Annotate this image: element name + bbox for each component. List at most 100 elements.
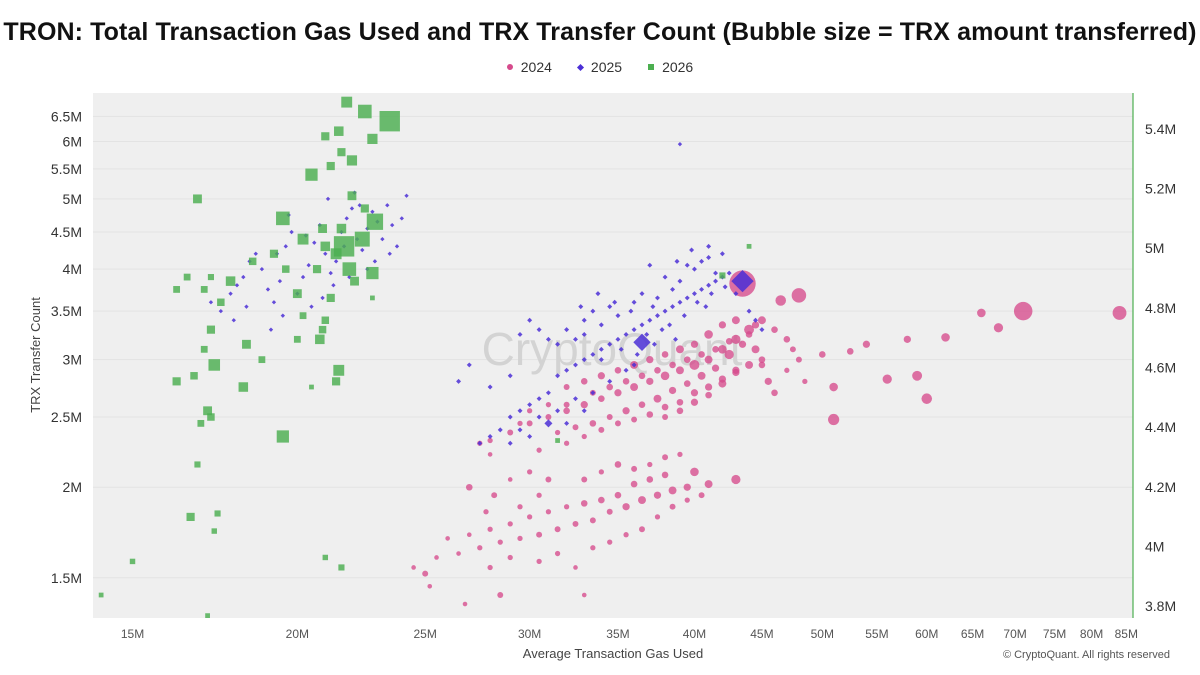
- data-point[interactable]: [746, 243, 752, 249]
- data-point[interactable]: [598, 346, 604, 352]
- data-point[interactable]: [912, 370, 923, 381]
- data-point[interactable]: [681, 313, 687, 319]
- data-point[interactable]: [507, 521, 513, 527]
- data-point[interactable]: [647, 317, 653, 323]
- data-point[interactable]: [751, 345, 760, 354]
- data-point[interactable]: [846, 348, 854, 355]
- data-point[interactable]: [581, 592, 587, 598]
- data-point[interactable]: [526, 420, 533, 427]
- data-point[interactable]: [305, 168, 318, 181]
- data-point[interactable]: [746, 308, 752, 314]
- data-point[interactable]: [684, 295, 690, 301]
- data-point[interactable]: [225, 276, 236, 286]
- data-point[interactable]: [289, 229, 294, 235]
- data-point[interactable]: [598, 322, 604, 328]
- data-point[interactable]: [712, 346, 719, 353]
- data-point[interactable]: [259, 266, 265, 272]
- data-point[interactable]: [526, 469, 533, 475]
- data-point[interactable]: [795, 356, 802, 363]
- data-point[interactable]: [370, 209, 375, 214]
- data-point[interactable]: [660, 371, 670, 381]
- data-point[interactable]: [606, 414, 613, 420]
- data-point[interactable]: [228, 291, 233, 296]
- data-point[interactable]: [699, 258, 705, 264]
- data-point[interactable]: [667, 322, 673, 328]
- data-point[interactable]: [536, 396, 542, 402]
- data-point[interactable]: [654, 367, 661, 374]
- data-point[interactable]: [630, 480, 638, 488]
- data-point[interactable]: [526, 408, 533, 414]
- data-point[interactable]: [312, 240, 317, 245]
- data-point[interactable]: [758, 361, 766, 369]
- data-point[interactable]: [456, 551, 461, 556]
- data-point[interactable]: [662, 414, 669, 420]
- data-point[interactable]: [208, 359, 221, 371]
- data-point[interactable]: [332, 377, 341, 386]
- data-point[interactable]: [207, 413, 215, 421]
- data-point[interactable]: [630, 383, 639, 391]
- data-point[interactable]: [598, 395, 605, 402]
- data-point[interactable]: [638, 496, 646, 505]
- legend-item-2026[interactable]: 2026: [648, 59, 693, 75]
- data-point[interactable]: [563, 401, 570, 408]
- data-point[interactable]: [719, 272, 726, 279]
- data-point[interactable]: [622, 378, 630, 385]
- data-point[interactable]: [555, 438, 560, 443]
- data-point[interactable]: [445, 536, 450, 541]
- data-point[interactable]: [268, 327, 274, 332]
- data-point[interactable]: [708, 291, 714, 297]
- data-point[interactable]: [703, 304, 709, 310]
- data-point[interactable]: [614, 491, 622, 499]
- data-point[interactable]: [580, 500, 588, 507]
- data-point[interactable]: [622, 407, 630, 415]
- data-point[interactable]: [704, 355, 713, 364]
- data-point[interactable]: [661, 471, 669, 479]
- legend-item-2025[interactable]: 2025: [576, 59, 622, 75]
- data-point[interactable]: [333, 259, 339, 264]
- data-point[interactable]: [690, 340, 699, 348]
- data-point[interactable]: [527, 317, 533, 323]
- data-point[interactable]: [330, 248, 342, 260]
- data-point[interactable]: [315, 334, 325, 345]
- data-point[interactable]: [350, 276, 359, 286]
- data-point[interactable]: [706, 282, 712, 288]
- data-point[interactable]: [338, 564, 345, 571]
- data-point[interactable]: [337, 148, 346, 157]
- data-point[interactable]: [713, 270, 719, 276]
- data-point[interactable]: [507, 414, 513, 420]
- data-point[interactable]: [607, 378, 613, 384]
- data-point[interactable]: [507, 373, 513, 379]
- data-point[interactable]: [507, 477, 513, 482]
- data-point[interactable]: [372, 259, 378, 264]
- data-point[interactable]: [628, 308, 634, 314]
- data-point[interactable]: [704, 480, 713, 489]
- data-point[interactable]: [718, 321, 727, 329]
- data-point[interactable]: [677, 299, 683, 305]
- data-point[interactable]: [689, 247, 695, 253]
- data-point[interactable]: [718, 375, 727, 383]
- data-point[interactable]: [536, 447, 542, 453]
- data-point[interactable]: [379, 111, 400, 132]
- data-point[interactable]: [536, 531, 543, 538]
- data-point[interactable]: [326, 161, 335, 171]
- data-point[interactable]: [731, 269, 754, 293]
- data-point[interactable]: [758, 356, 766, 363]
- data-point[interactable]: [581, 331, 587, 337]
- data-point[interactable]: [387, 251, 392, 256]
- data-point[interactable]: [217, 298, 225, 307]
- data-point[interactable]: [631, 362, 637, 368]
- data-point[interactable]: [580, 401, 588, 409]
- data-point[interactable]: [862, 340, 871, 348]
- data-point[interactable]: [722, 284, 728, 290]
- data-point[interactable]: [487, 564, 493, 571]
- data-point[interactable]: [668, 386, 677, 395]
- data-point[interactable]: [580, 378, 588, 385]
- data-point[interactable]: [647, 262, 653, 268]
- data-point[interactable]: [676, 398, 684, 406]
- data-point[interactable]: [186, 512, 195, 521]
- data-point[interactable]: [921, 393, 933, 404]
- data-point[interactable]: [941, 333, 950, 342]
- data-point[interactable]: [183, 273, 191, 281]
- data-point[interactable]: [276, 211, 290, 226]
- data-point[interactable]: [427, 583, 433, 589]
